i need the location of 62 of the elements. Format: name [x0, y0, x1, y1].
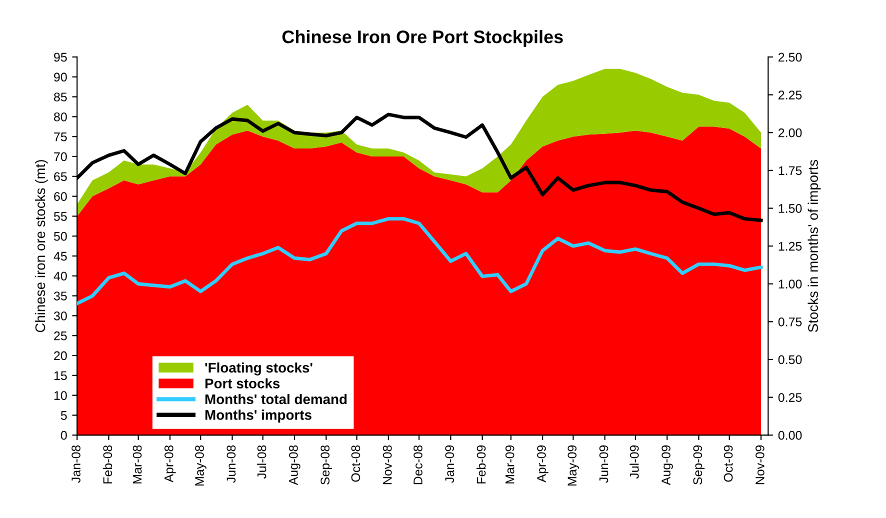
- legend-label: Port stocks: [205, 378, 280, 388]
- y2-tick-label: 2.50: [778, 52, 802, 62]
- y-tick-label: 30: [54, 312, 67, 320]
- x-tick-label: Jan-09: [445, 445, 454, 483]
- y-tick-label: 65: [54, 172, 67, 182]
- y-tick-label: 70: [54, 152, 67, 162]
- y2-tick-label: 1.00: [778, 280, 802, 289]
- y-tick-label: 5: [60, 411, 67, 420]
- x-tick-label: Feb-09: [476, 445, 486, 484]
- x-tick-label: Apr-09: [537, 445, 548, 482]
- y2-tick-label: 2.00: [778, 128, 802, 138]
- y2-tick-label: 0.25: [778, 393, 802, 402]
- x-tick-label: Nov-09: [756, 445, 764, 484]
- x-tick-label: Mar-09: [505, 445, 514, 484]
- x-tick-label: Jun-08: [226, 445, 236, 483]
- x-tick-label: Oct-08: [351, 445, 360, 482]
- y2-axis-title: Stocks in months' of imports: [808, 160, 821, 332]
- x-tick-label: Jul-08: [257, 445, 266, 479]
- y2-tick-label: 1.50: [778, 204, 802, 213]
- y-tick-label: 40: [54, 272, 67, 281]
- x-tick-label: Jul-09: [630, 445, 639, 479]
- y-tick-label: 90: [54, 72, 67, 82]
- y2-tick-label: 0.50: [778, 355, 802, 364]
- chart-title: Chinese Iron Ore Port Stockpiles: [282, 30, 563, 47]
- y-tick-label: 80: [54, 112, 67, 122]
- x-tick-label: Jan-08: [72, 445, 80, 483]
- y-tick-label: 0: [60, 430, 67, 440]
- y-tick-label: 50: [54, 232, 67, 241]
- x-tick-label: Aug-09: [662, 445, 673, 486]
- line-series: [77, 217, 763, 306]
- y-tick-label: 10: [54, 391, 67, 400]
- y2-tick-label: 1.25: [778, 242, 802, 251]
- y2-tick-label: 0.00: [778, 430, 802, 440]
- x-tick-label: Mar-08: [132, 445, 142, 484]
- x-tick-label: Apr-08: [164, 445, 176, 482]
- y-tick-label: 55: [54, 212, 67, 221]
- y-tick-label: 25: [54, 331, 67, 340]
- x-tick-label: Sep-08: [320, 445, 332, 485]
- x-tick-label: May-09: [568, 445, 580, 486]
- y-tick-label: 35: [54, 292, 67, 300]
- y-tick-label: 85: [54, 92, 67, 102]
- x-tick-label: Feb-08: [102, 445, 112, 484]
- x-tick-label: Sep-09: [693, 445, 705, 485]
- y-tick-label: 20: [54, 351, 67, 360]
- x-tick-label: Nov-08: [382, 445, 392, 484]
- x-tick-label: Oct-09: [724, 445, 733, 482]
- legend-label: 'Floating stocks': [205, 362, 312, 376]
- legend-label: Months' imports: [205, 410, 312, 423]
- y-tick-label: 45: [54, 252, 67, 261]
- y-axis-title: Chinese iron ore stocks (mt): [34, 160, 48, 332]
- y2-tick-label: 0.75: [778, 317, 802, 326]
- y-tick-label: 75: [54, 132, 67, 142]
- x-tick-label: Dec-08: [414, 445, 422, 484]
- y-tick-label: 60: [54, 192, 67, 201]
- x-tick-label: May-08: [195, 445, 206, 486]
- y2-tick-label: 2.25: [778, 90, 802, 100]
- y-tick-label: 15: [54, 371, 67, 380]
- x-tick-label: Aug-08: [289, 445, 300, 486]
- y2-tick-label: 1.75: [778, 166, 802, 176]
- y-tick-label: 95: [54, 52, 67, 62]
- x-tick-label: Jun-09: [599, 445, 608, 483]
- legend-label: Months' total demand: [205, 394, 347, 404]
